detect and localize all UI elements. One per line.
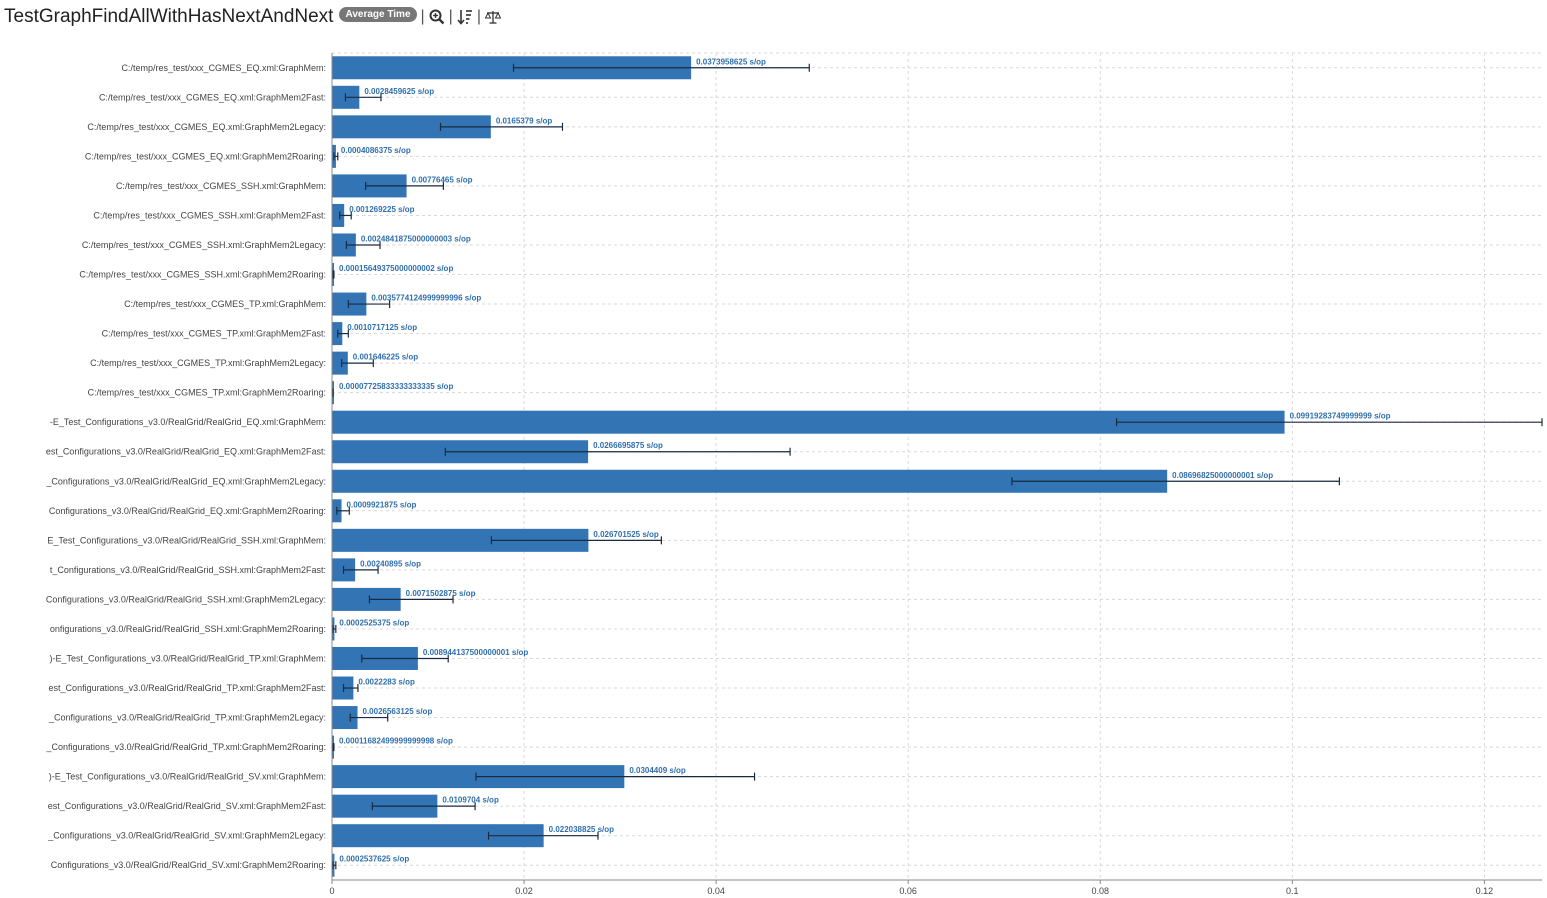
category-label: C:/temp/res_test/xxx_CGMES_EQ.xml:GraphM… [85,151,326,161]
data-label: 0.0002537625 s/op [339,855,409,864]
data-label: 0.0071502875 s/op [406,589,476,598]
bar [332,56,692,80]
data-label: 0.0002525375 s/op [339,618,409,627]
separator: | [476,8,481,25]
category-label: C:/temp/res_test/xxx_CGMES_TP.xml:GraphM… [88,388,326,398]
data-label: 0.0035774124999999996 s/op [371,294,481,303]
data-label: 0.0028459625 s/op [364,87,434,96]
bar [332,410,1285,434]
category-label: C:/temp/res_test/xxx_CGMES_TP.xml:GraphM… [90,358,326,368]
bar [332,676,354,700]
data-label: 0.0373958625 s/op [696,57,766,66]
bar [332,351,348,375]
x-tick-label: 0.04 [707,886,725,896]
category-label: est_Configurations_v3.0/RealGrid/RealGri… [46,447,326,457]
bar [332,469,1168,493]
bar [332,115,491,139]
balance-icon[interactable] [484,8,501,26]
bar [332,322,343,346]
data-label: 0.0004086375 s/op [341,146,411,155]
category-label: E_Test_Configurations_v3.0/RealGrid/Real… [47,535,326,545]
zoom-icon[interactable] [429,8,445,26]
x-tick-label: 0.06 [899,886,917,896]
separator: | [448,8,453,25]
category-label: C:/temp/res_test/xxx_CGMES_TP.xml:GraphM… [102,329,326,339]
data-label: 0.0010717125 s/op [347,323,417,332]
category-label: C:/temp/res_test/xxx_CGMES_EQ.xml:GraphM… [99,92,326,102]
data-label: 0.0026563125 s/op [363,707,433,716]
category-label: onfigurations_v3.0/RealGrid/RealGrid_SSH… [50,624,326,634]
data-label: 0.026701525 s/op [593,530,658,539]
x-tick-label: 0.08 [1091,886,1109,896]
category-label: Configurations_v3.0/RealGrid/RealGrid_SV… [51,860,326,870]
x-axis: 0 0.02 0.04 0.06 0.08 0.1 0.12 [329,53,1542,896]
category-label: C:/temp/res_test/xxx_CGMES_EQ.xml:GraphM… [87,122,326,132]
bar [332,233,356,257]
category-label: _Configurations_v3.0/RealGrid/RealGrid_T… [46,742,326,752]
category-label: C:/temp/res_test/xxx_CGMES_SSH.xml:Graph… [82,240,326,250]
grid-lines [331,52,1542,880]
bar [332,706,358,730]
data-label: 0.0024841875000000003 s/op [361,234,471,243]
data-label: 0.0009921875 s/op [347,500,417,509]
data-label: 0.00240895 s/op [360,559,421,568]
data-label: 0.0022283 s/op [358,678,415,687]
data-label: 0.008944137500000001 s/op [423,648,529,657]
bar [332,824,544,848]
bars: 0.0373958625 s/op C:/temp/res_test/xxx_CG… [45,56,1543,877]
category-label: )-E_Test_Configurations_v3.0/RealGrid/Re… [50,653,326,663]
category-label: est_Configurations_v3.0/RealGrid/RealGri… [49,683,326,693]
data-label: 0.022038825 s/op [549,825,614,834]
category-label: _Configurations_v3.0/RealGrid/RealGrid_E… [45,476,326,486]
bar [332,528,589,552]
x-tick-label: 0.1 [1286,886,1299,896]
chart-header: TestGraphFindAllWithHasNextAndNext Avera… [4,4,501,30]
category-label: _Configurations_v3.0/RealGrid/RealGrid_T… [48,713,326,723]
category-label: C:/temp/res_test/xxx_CGMES_SSH.xml:Graph… [79,270,326,280]
data-label: 0.09919283749999999 s/op [1290,412,1391,421]
category-label: est_Configurations_v3.0/RealGrid/RealGri… [48,801,326,811]
category-label: C:/temp/res_test/xxx_CGMES_SSH.xml:Graph… [93,210,326,220]
category-label: )-E_Test_Configurations_v3.0/RealGrid/Re… [49,772,326,782]
bar [332,587,401,611]
data-label: 0.00776465 s/op [412,175,473,184]
data-label: 0.001269225 s/op [349,205,414,214]
category-label: Configurations_v3.0/RealGrid/RealGrid_EQ… [49,506,326,516]
x-tick-label: 0 [329,886,334,896]
data-label: 0.001646225 s/op [353,353,418,362]
category-label: -E_Test_Configurations_v3.0/RealGrid/Rea… [50,417,326,427]
category-label: C:/temp/res_test/xxx_CGMES_TP.xml:GraphM… [124,299,326,309]
sort-icon[interactable] [457,8,473,26]
data-label: 0.00011682499999999998 s/op [339,737,453,746]
data-label: 0.0266695875 s/op [593,441,663,450]
data-label: 0.0304409 s/op [629,766,686,775]
data-label: 0.0165379 s/op [496,116,553,125]
category-label: Configurations_v3.0/RealGrid/RealGrid_SS… [46,594,326,604]
category-label: t_Configurations_v3.0/RealGrid/RealGrid_… [50,565,326,575]
x-tick-label: 0.02 [515,886,533,896]
category-label: C:/temp/res_test/xxx_CGMES_EQ.xml:GraphM… [121,63,326,73]
category-label: C:/temp/res_test/xxx_CGMES_SSH.xml:Graph… [116,181,326,191]
page-title: TestGraphFindAllWithHasNextAndNext [4,6,334,27]
data-label: 0.0109704 s/op [442,796,499,805]
category-label: _Configurations_v3.0/RealGrid/RealGrid_S… [47,831,326,841]
data-label: 0.00015649375000000002 s/op [339,264,453,273]
separator: | [420,8,425,25]
mode-badge: Average Time [339,6,417,22]
data-label: 0.08696825000000001 s/op [1172,471,1273,480]
bar [332,203,345,227]
x-tick-label: 0.12 [1476,886,1494,896]
data-label: 0.00007725833333333335 s/op [339,382,453,391]
